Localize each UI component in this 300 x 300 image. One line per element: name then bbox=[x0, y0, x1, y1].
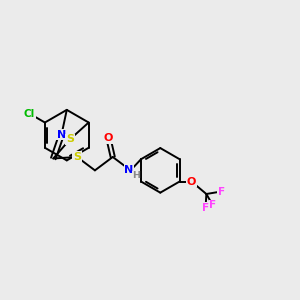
Text: O: O bbox=[103, 133, 113, 143]
Text: N: N bbox=[57, 130, 66, 140]
Text: Cl: Cl bbox=[24, 109, 35, 118]
Text: S: S bbox=[66, 134, 74, 144]
Text: O: O bbox=[187, 176, 196, 187]
Text: F: F bbox=[202, 203, 209, 213]
Text: F: F bbox=[218, 187, 225, 196]
Text: S: S bbox=[73, 152, 81, 162]
Text: F: F bbox=[209, 200, 217, 210]
Text: H: H bbox=[132, 171, 140, 180]
Text: N: N bbox=[124, 165, 134, 175]
